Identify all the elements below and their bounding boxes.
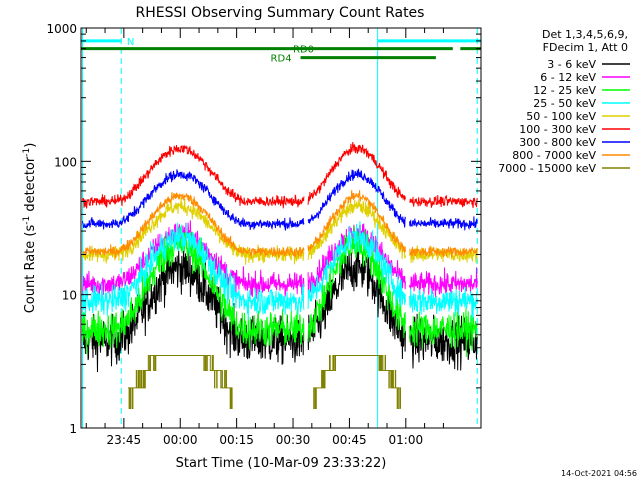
x-tick-label-5: 01:00 (389, 433, 424, 447)
x-tick-label-0: 23:45 (107, 433, 142, 447)
legend-label-2: 12 - 25 keV (533, 84, 596, 97)
series-line-1 (82, 220, 478, 300)
legend-label-4: 50 - 100 keV (526, 110, 596, 123)
series-line-8 (128, 355, 401, 409)
legend-label-7: 800 - 7000 keV (512, 149, 596, 162)
legend: Det 1,3,4,5,6,9,FDecim 1, Att 0 3 - 6 keV… (498, 28, 630, 175)
y-axis-label: Count Rate (s-1 detector-1) (22, 143, 38, 314)
legend-label-1: 6 - 12 keV (540, 71, 596, 84)
y-tick-label-0: 1 (69, 422, 77, 436)
x-tick-label-4: 00:45 (332, 433, 367, 447)
legend-label-3: 25 - 50 keV (533, 97, 596, 110)
legend-header-1: FDecim 1, Att 0 (543, 41, 628, 54)
x-tick-label-3: 00:30 (276, 433, 311, 447)
chart-title: RHESSI Observing Summary Count Rates (136, 5, 425, 21)
flag-label-n: N (127, 37, 134, 48)
flag-label-rd4: RD4 (271, 54, 292, 65)
legend-label-6: 300 - 800 keV (519, 136, 596, 149)
series-line-3 (82, 221, 478, 321)
flag-label-rd0: RD0 (293, 45, 314, 56)
legend-label-0: 3 - 6 keV (547, 58, 596, 71)
legend-header-0: Det 1,3,4,5,6,9, (542, 28, 628, 41)
legend-label-5: 100 - 300 keV (519, 123, 596, 136)
series-line-7 (82, 190, 478, 259)
y-tick-label-3: 1000 (46, 22, 77, 36)
legend-label-8: 7000 - 15000 keV (498, 162, 596, 175)
plot-frame (80, 27, 482, 429)
footer-timestamp: 14-Oct-2021 04:56 (561, 469, 637, 478)
x-tick-label-1: 00:00 (163, 433, 198, 447)
series-line-6 (82, 168, 478, 231)
x-tick-label-2: 00:15 (219, 433, 254, 447)
y-tick-label-1: 10 (62, 289, 77, 303)
y-tick-label-2: 100 (54, 155, 77, 169)
series-line-5 (82, 141, 478, 209)
x-axis-label: Start Time (10-Mar-09 23:33:22) (176, 456, 387, 471)
